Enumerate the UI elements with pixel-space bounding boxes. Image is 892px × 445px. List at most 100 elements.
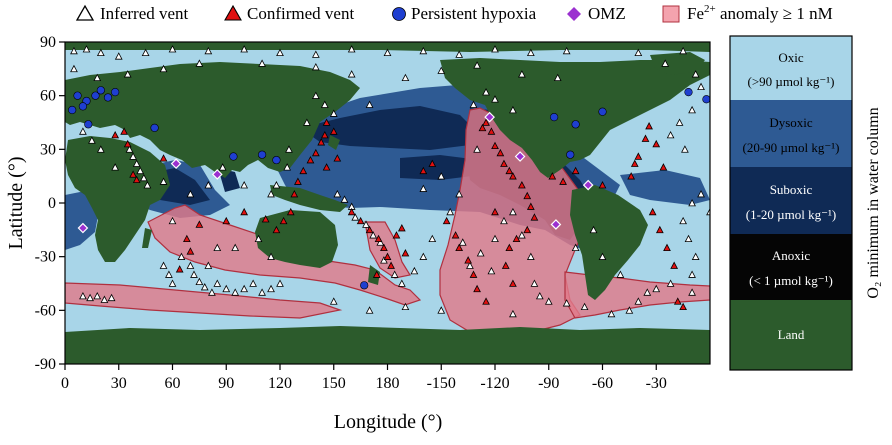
inferred-vent-marker bbox=[562, 299, 571, 307]
hypoxia-marker bbox=[73, 91, 82, 100]
confirmed-vent-marker bbox=[347, 207, 356, 216]
inferred-vent-marker bbox=[222, 284, 231, 293]
y-axis: 90 60 30 0 -30 -60 -90 bbox=[35, 34, 65, 373]
inferred-vent-marker bbox=[186, 189, 195, 198]
inferred-vent-marker bbox=[204, 46, 213, 55]
confirmed-vent-marker bbox=[505, 166, 514, 175]
inferred-vent-marker bbox=[195, 277, 204, 285]
confirmed-vent-marker bbox=[509, 172, 517, 180]
inferred-vent-marker bbox=[311, 91, 320, 99]
confirmed-vent-marker bbox=[401, 249, 410, 257]
inferred-vent-marker bbox=[437, 306, 446, 314]
inferred-vent-marker bbox=[365, 100, 374, 108]
inferred-vent-marker bbox=[240, 45, 249, 53]
confirmed-vent-marker bbox=[290, 189, 299, 198]
inferred-vent-marker bbox=[208, 288, 216, 296]
confirmed-vent-marker bbox=[491, 207, 499, 216]
pink-square-icon bbox=[662, 5, 680, 23]
inferred-vent-marker bbox=[419, 252, 428, 260]
greenland bbox=[650, 52, 705, 75]
x-tick-label: 30 bbox=[111, 375, 127, 392]
inferred-vent-marker bbox=[311, 50, 320, 58]
land bbox=[65, 42, 710, 364]
confirmed-vent-marker bbox=[652, 139, 661, 148]
north-america bbox=[440, 58, 710, 178]
legend-item-fe-anomaly: Fe2+ anomaly ≥ 1 nM bbox=[662, 3, 833, 23]
inferred-vent-marker bbox=[380, 256, 388, 264]
inferred-vent-markers bbox=[70, 45, 710, 318]
inferred-vent-marker bbox=[347, 70, 356, 78]
inferred-vent-marker bbox=[258, 59, 266, 67]
confirmed-vent-marker bbox=[530, 213, 539, 221]
inferred-vent-marker bbox=[276, 48, 284, 57]
colorbar-anoxic-name: Anoxic bbox=[772, 248, 811, 263]
inferred-vent-marker bbox=[697, 189, 705, 198]
inferred-vent-marker bbox=[466, 261, 474, 269]
inferred-vent-marker bbox=[598, 252, 607, 260]
inferred-vent-marker bbox=[652, 284, 661, 293]
confirmed-vent-marker bbox=[322, 163, 331, 171]
y-tick-label: -90 bbox=[35, 356, 56, 373]
confirmed-vent-marker bbox=[482, 118, 490, 126]
inferred-vent-marker bbox=[616, 270, 625, 278]
hypoxia-marker bbox=[566, 150, 575, 159]
inferred-vent-marker bbox=[688, 270, 696, 278]
confirmed-vent-marker bbox=[496, 148, 505, 157]
confirmed-vent-marker bbox=[322, 118, 331, 126]
confirmed-vent-markers bbox=[111, 118, 687, 311]
x-tick-label: 0 bbox=[61, 375, 69, 392]
x-tick-label: -60 bbox=[592, 375, 613, 392]
confirmed-vent-marker bbox=[673, 297, 682, 305]
confirmed-vent-marker bbox=[175, 265, 184, 273]
confirmed-vent-marker bbox=[523, 225, 532, 234]
confirmed-vent-marker bbox=[383, 252, 392, 260]
confirmed-vent-marker bbox=[523, 191, 532, 200]
hypoxia-marker bbox=[78, 102, 88, 111]
inferred-vent-marker bbox=[589, 225, 598, 234]
colorbar-oxic bbox=[730, 36, 852, 100]
confirmed-vent-marker bbox=[478, 123, 487, 132]
confirmed-vent-marker bbox=[240, 207, 249, 216]
inferred-vent-marker bbox=[240, 181, 249, 189]
confirmed-vent-marker bbox=[487, 127, 496, 135]
inferred-vent-marker bbox=[509, 309, 517, 318]
inferred-vent-marker bbox=[272, 181, 281, 189]
hypoxia-marker bbox=[598, 107, 607, 116]
confirmed-vent-marker bbox=[663, 243, 671, 252]
hypoxia-marker bbox=[111, 87, 120, 97]
inferred-vent-marker bbox=[136, 166, 145, 175]
hypoxia-marker bbox=[103, 93, 113, 102]
inferred-vent-marker bbox=[200, 283, 209, 291]
confirmed-vent-marker bbox=[374, 234, 383, 243]
hypoxia-marker bbox=[84, 120, 93, 129]
confirmed-vent-marker bbox=[491, 141, 499, 150]
confirmed-vent-marker bbox=[419, 166, 428, 175]
inferred-vent-marker bbox=[401, 73, 410, 82]
x-tick-label: 60 bbox=[165, 375, 181, 392]
inferred-vent-marker bbox=[347, 45, 356, 53]
confirmed-vent-marker bbox=[129, 170, 137, 178]
inferred-vent-marker bbox=[446, 207, 455, 216]
blue-circle-icon bbox=[392, 7, 406, 21]
inferred-vent-marker bbox=[218, 163, 227, 171]
inferred-vent-marker bbox=[125, 145, 134, 153]
confirmed-vent-marker bbox=[648, 207, 657, 216]
inferred-vent-marker bbox=[311, 62, 320, 71]
confirmed-vent-marker bbox=[182, 234, 191, 243]
colorbar-anoxic bbox=[730, 234, 852, 300]
confirmed-vent-marker bbox=[659, 163, 668, 171]
inferred-vent-marker bbox=[143, 181, 152, 189]
confirmed-vent-marker bbox=[132, 175, 141, 184]
inferred-vent-marker bbox=[634, 48, 643, 57]
inferred-vent-marker bbox=[473, 145, 481, 153]
inferred-vent-marker bbox=[369, 231, 378, 239]
x-tick-label: 90 bbox=[218, 375, 234, 392]
inferred-vent-marker bbox=[397, 279, 406, 287]
x-tick-label: 120 bbox=[268, 375, 292, 392]
confirmed-vent-marker bbox=[634, 152, 643, 160]
inferred-vent-marker bbox=[526, 48, 535, 57]
colorbar-land bbox=[730, 300, 852, 370]
hypoxia-markers bbox=[68, 86, 710, 290]
hypoxia-marker bbox=[272, 155, 281, 165]
madagascar bbox=[142, 228, 152, 248]
